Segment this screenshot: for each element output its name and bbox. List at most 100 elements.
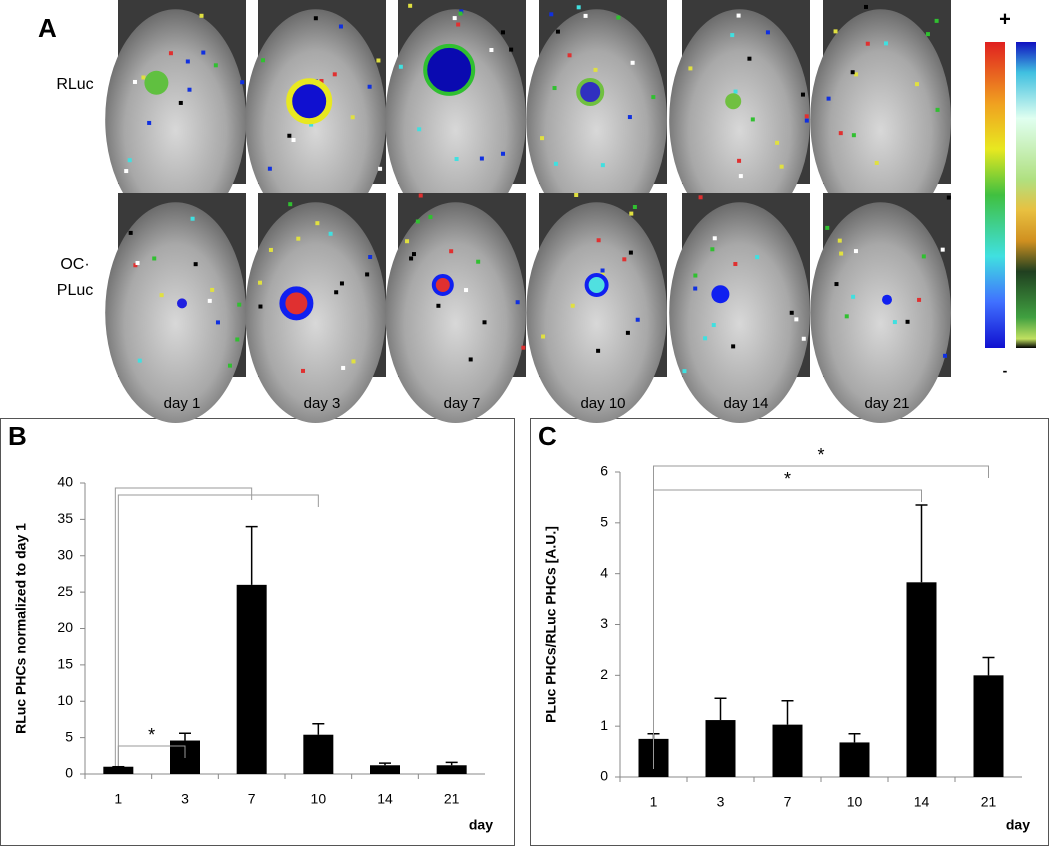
error-bar: [714, 697, 727, 721]
y-tick-label: 40: [57, 474, 73, 490]
noise-dot: [804, 118, 809, 123]
noise-dot: [710, 247, 715, 252]
noise-dot: [555, 29, 560, 34]
noise-dot: [789, 310, 794, 315]
y-tick-label: 15: [57, 656, 73, 672]
noise-dot: [934, 18, 939, 23]
noise-dot: [833, 29, 838, 34]
noise-dot: [411, 252, 416, 257]
noise-dot: [834, 282, 839, 287]
noise-dot: [365, 272, 370, 277]
signal: [144, 70, 169, 95]
noise-dot: [892, 320, 897, 325]
noise-dot: [258, 304, 263, 309]
noise-dot: [210, 287, 215, 292]
significance-star: *: [817, 445, 824, 465]
noise-dot: [851, 133, 856, 138]
noise-dot: [630, 60, 635, 65]
noise-dot: [288, 202, 293, 207]
noise-dot: [515, 300, 520, 305]
error-bar: [245, 525, 258, 585]
error-bar: [179, 732, 191, 741]
bar: [705, 720, 736, 777]
noise-dot: [124, 169, 129, 174]
signal: [711, 285, 730, 304]
bar: [303, 734, 334, 774]
noise-dot: [296, 236, 301, 241]
noise-dot: [593, 67, 598, 72]
error-bar: [312, 723, 325, 735]
noise-dot: [376, 58, 381, 63]
noise-dot: [693, 273, 698, 278]
mouse-head: [810, 9, 951, 230]
x-tick-label: 7: [784, 794, 792, 810]
y-tick-label: 4: [600, 564, 608, 580]
noise-dot: [319, 78, 324, 83]
day-label: day 7: [444, 395, 481, 412]
noise-dot: [133, 263, 138, 268]
noise-dot: [417, 127, 422, 132]
noise-dot: [804, 114, 809, 119]
noise-dot: [398, 64, 403, 69]
x-tick-label: 10: [847, 794, 863, 810]
significance-star: *: [784, 469, 791, 489]
noise-dot: [258, 280, 263, 285]
noise-dot: [853, 249, 858, 254]
noise-dot: [731, 344, 736, 349]
y-tick-label: 3: [600, 615, 608, 631]
noise-dot: [794, 317, 799, 322]
y-axis-title: PLuc PHCs/RLuc PHCs [A.U.]: [543, 526, 559, 723]
y-axis-title: RLuc PHCs normalized to day 1: [13, 523, 29, 734]
mouse-head: [385, 9, 526, 230]
x-tick-label: 7: [248, 791, 256, 807]
bar: [839, 742, 870, 777]
noise-dot: [152, 256, 157, 261]
noise-dot: [213, 63, 218, 68]
noise-dot: [865, 41, 870, 46]
noise-dot: [454, 157, 459, 162]
noise-dot: [201, 50, 206, 55]
noise-dot: [291, 137, 296, 142]
mouse-head: [669, 9, 810, 230]
noise-dot: [227, 363, 232, 368]
noise-dot: [552, 86, 557, 91]
noise-dot: [301, 368, 306, 373]
noise-dot: [368, 255, 373, 260]
noise-dot: [737, 158, 742, 163]
day-label: day 1: [164, 395, 201, 412]
noise-dot: [452, 16, 457, 21]
noise-dot: [268, 247, 273, 252]
noise-dot: [235, 337, 240, 342]
noise-dot: [627, 115, 632, 120]
noise-dot: [747, 56, 752, 61]
mouse-head: [385, 202, 526, 423]
x-tick-label: 14: [914, 794, 930, 810]
noise-dot: [838, 131, 843, 136]
noise-dot: [436, 303, 441, 308]
row-label: RLuc: [56, 76, 93, 93]
noise-dot: [313, 16, 318, 21]
error-bar: [982, 656, 995, 676]
noise-dot: [850, 70, 855, 75]
signal: [431, 274, 454, 296]
noise-dot: [482, 320, 487, 325]
noise-dot: [338, 24, 343, 29]
noise-dot: [935, 107, 940, 112]
noise-dot: [925, 32, 930, 37]
noise-dot: [207, 298, 212, 303]
noise-dot: [135, 261, 140, 265]
x-axis-title: day: [469, 817, 493, 833]
noise-dot: [703, 336, 708, 341]
signal: [576, 78, 605, 106]
noise-dot: [260, 58, 265, 63]
y-tick-label: 0: [65, 765, 73, 781]
noise-dot: [185, 59, 190, 64]
mouse-head: [526, 202, 667, 423]
x-tick-label: 3: [717, 794, 725, 810]
noise-dot: [418, 193, 423, 198]
noise-dot: [328, 231, 333, 236]
noise-dot: [905, 319, 910, 324]
bar: [370, 765, 400, 774]
noise-dot: [629, 211, 634, 216]
noise-dot: [688, 66, 693, 71]
